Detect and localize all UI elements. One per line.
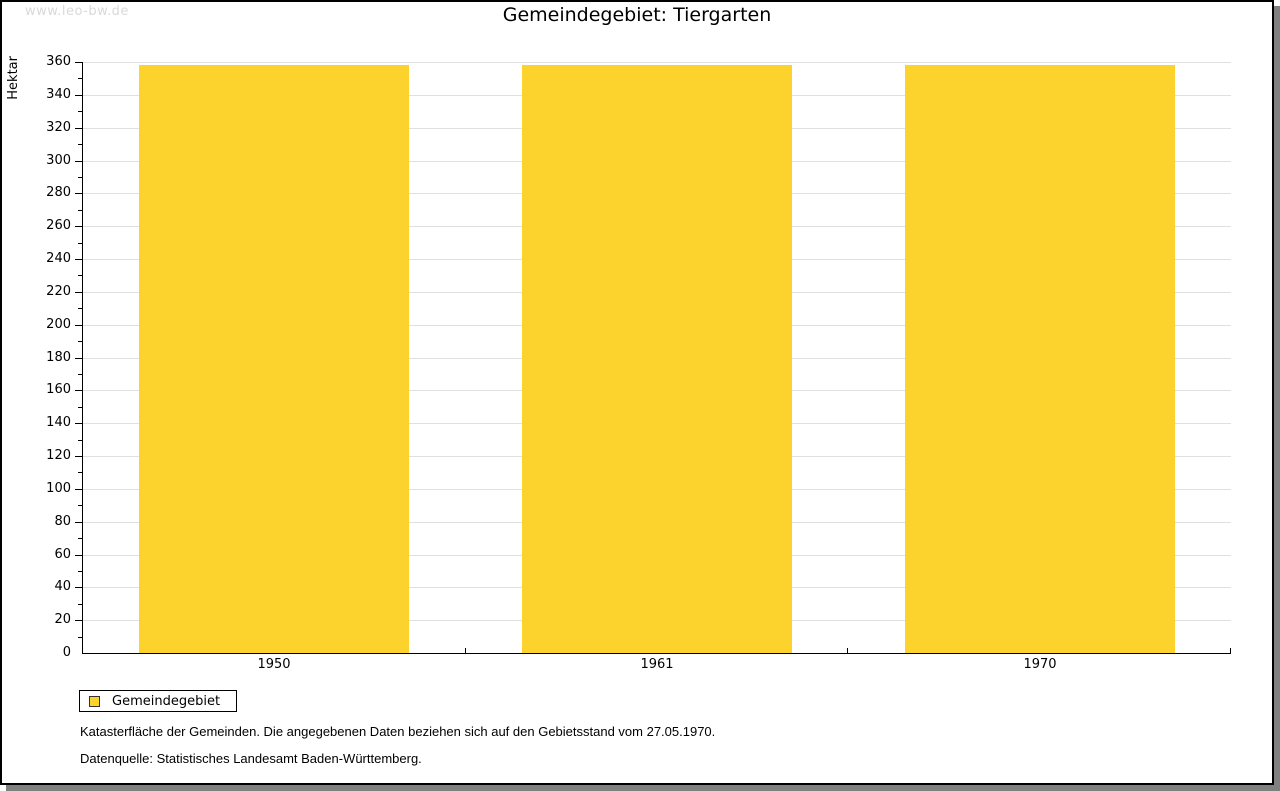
plot-area: 20 40 60 80 100 120 140 160 180 200 220 240 260 280 30… [46,54,1231,672]
y-tick-label: 100 [46,481,71,496]
y-tick-label: 40 [54,579,71,594]
y-major-tick [75,161,82,162]
y-minor-tick [78,538,82,539]
y-minor-tick [78,308,82,309]
y-major-tick [75,423,82,424]
y-minor-tick [78,111,82,112]
y-tick-label: 120 [46,448,71,463]
y-major-tick [75,620,82,621]
y-tick-label: 320 [46,120,71,135]
legend-label: Gemeindegebiet [112,693,221,709]
y-major-tick [75,95,82,96]
x-tick [1230,648,1231,653]
y-major-tick [75,587,82,588]
y-major-tick [75,226,82,227]
y-minor-tick [78,472,82,473]
y-minor-tick [78,604,82,605]
y-minor-tick [78,571,82,572]
y-tick-label: 200 [46,317,71,332]
y-tick-label: 260 [46,218,71,233]
y-minor-tick [78,210,82,211]
y-axis-title: Hektar [6,56,21,100]
y-tick-label: 300 [46,153,71,168]
chart-title: Gemeindegebiet: Tiergarten [502,4,772,26]
bar [905,65,1175,653]
legend-swatch-icon [89,695,100,707]
x-tick-label: 1950 [257,657,291,672]
gridline [83,62,1231,63]
y-tick-label: 220 [46,284,71,299]
x-tick-label: 1961 [640,657,674,672]
y-major-tick [75,259,82,260]
y-minor-tick [78,505,82,506]
y-minor-tick [78,144,82,145]
x-tick [465,648,466,653]
y-major-tick [75,390,82,391]
y-tick-label: 340 [46,87,71,102]
y-tick-label: 60 [54,547,71,562]
y-minor-tick [78,407,82,408]
bar [139,65,409,653]
y-major-tick [75,128,82,129]
y-tick-label: 160 [46,382,71,397]
y-minor-tick [78,177,82,178]
y-major-tick [75,193,82,194]
y-tick-label: 180 [46,350,71,365]
y-major-tick [75,555,82,556]
x-tick-label: 1970 [1023,657,1057,672]
y-tick-label: 0 [62,645,71,660]
y-major-tick [75,358,82,359]
y-minor-tick [78,243,82,244]
y-minor-tick [78,374,82,375]
y-minor-tick [78,440,82,441]
y-major-tick [75,292,82,293]
y-major-tick [75,62,82,63]
y-tick-label: 360 [46,54,71,69]
y-tick-label: 20 [54,612,71,627]
y-major-tick [75,456,82,457]
footer-note: Katasterfläche der Gemeinden. Die angege… [80,724,716,739]
y-minor-tick [78,78,82,79]
bar [522,65,792,653]
y-major-tick [75,522,82,523]
y-major-tick [75,489,82,490]
watermark: www.leo-bw.de [25,4,129,19]
y-minor-tick [78,275,82,276]
y-tick-label: 140 [46,415,71,430]
y-tick-label: 280 [46,185,71,200]
y-major-tick [75,325,82,326]
legend-box: Gemeindegebiet [79,690,238,712]
y-minor-tick [78,637,82,638]
y-tick-label: 80 [54,514,71,529]
y-tick-label: 240 [46,251,71,266]
footer-source: Datenquelle: Statistisches Landesamt Bad… [80,751,422,766]
y-minor-tick [78,341,82,342]
x-tick [847,648,848,653]
